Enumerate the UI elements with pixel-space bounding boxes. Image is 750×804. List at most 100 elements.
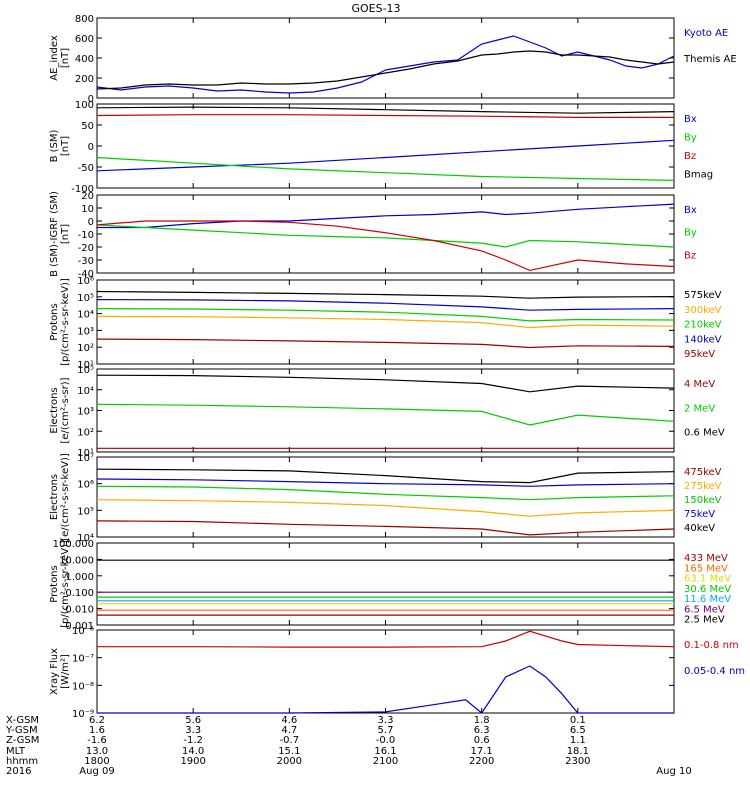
- y-tick-label: 10⁵: [77, 365, 94, 376]
- ephemeris-value: 3.3: [378, 715, 394, 726]
- y-tick-label: 10¹: [77, 448, 94, 459]
- y-tick-label: 10⁴: [77, 310, 94, 321]
- series-line-bx: [97, 203, 675, 229]
- legend-label: 275keV: [684, 481, 722, 492]
- series-line-0-6-mev: [96, 374, 675, 393]
- y-tick-label: 10²: [77, 343, 94, 354]
- legend-label: Bz: [684, 151, 696, 162]
- y-tick-label: 10⁷: [77, 453, 94, 464]
- ephemeris-value: 6.2: [89, 715, 105, 726]
- series-line-bz: [96, 220, 675, 272]
- y-axis-label: AE_index[nT]: [49, 35, 71, 81]
- y-axis-label: Electrons[e/(cm²-s-sr-keV)]: [49, 453, 71, 541]
- ephemeris-value: 13.0: [86, 746, 108, 757]
- series-line-150kev: [96, 485, 675, 501]
- y-tick-label: -100: [71, 184, 94, 195]
- ephemeris-value: 2300: [565, 756, 590, 767]
- panel-frame: [96, 368, 675, 453]
- legend-label: Bx: [684, 114, 697, 125]
- y-tick-label: 10⁻⁹: [72, 709, 94, 720]
- y-axis-label: B (SM)[nT]: [49, 129, 71, 162]
- series-line-by: [96, 224, 675, 248]
- panel-frame: [96, 542, 675, 626]
- panel-4: 10¹ 10² 10³ 10⁴ 10⁵ 10⁶ Protons[p/(cm²-s-sr-ke…: [49, 276, 722, 371]
- ephemeris-value: 0.1: [570, 715, 586, 726]
- series-line-themis-ae: [96, 50, 675, 90]
- legend-label: 165 MeV: [684, 563, 728, 574]
- panel-7: 0.001 0.010 0.100 1.000 10.000 100.000Protons…: [49, 539, 731, 632]
- legend-label: 210keV: [684, 320, 722, 331]
- y-tick-label: 600: [75, 34, 94, 45]
- series-line-75kev: [96, 478, 675, 487]
- y-tick-label: 10⁶: [77, 480, 94, 491]
- y-axis-label: Protons[p/(cm²-s-sr-keV)]: [49, 540, 71, 628]
- ephemeris-value: 18.1: [567, 746, 589, 757]
- legend-label: 140keV: [684, 334, 722, 345]
- ephemeris-value: 6.3: [474, 725, 490, 736]
- ephemeris-value: 2100: [373, 756, 398, 767]
- legend-label: 150keV: [684, 495, 722, 506]
- chart-title: GOES-13: [351, 2, 400, 15]
- ephemeris-value: 15.1: [278, 746, 300, 757]
- legend-label: 6.5 MeV: [684, 604, 725, 615]
- ephemeris-value: 3.3: [185, 725, 201, 736]
- legend-label: 11.6 MeV: [684, 594, 731, 605]
- panel-5: 10¹ 10² 10³ 10⁴ 10⁵ Electrons[e/(cm²-s-sr)] 4 …: [49, 365, 725, 459]
- y-tick-label: 10.000: [59, 555, 94, 566]
- legend-label: Bx: [684, 205, 697, 216]
- y-tick-label: 0: [88, 217, 94, 228]
- legend-label: 2.5 MeV: [684, 615, 725, 626]
- legend-label: 30.6 MeV: [684, 584, 731, 595]
- legend-label: 300keV: [684, 305, 722, 316]
- panel-frame: [96, 17, 675, 99]
- ephemeris-label: X-GSM: [6, 715, 39, 726]
- ephemeris-value: 14.0: [182, 746, 204, 757]
- y-tick-label: 10³: [77, 407, 94, 418]
- ephemeris-label: Y-GSM: [5, 725, 38, 736]
- legend-label: Themis AE: [683, 54, 737, 65]
- y-tick-label: 10⁴: [77, 386, 94, 397]
- ephemeris-label: MLT: [6, 746, 26, 757]
- legend-label: Bz: [684, 250, 696, 261]
- panel-1: 0 200 400 600 800 AE_index[nT] Kyoto AE Themis …: [49, 14, 737, 105]
- y-tick-label: 100: [75, 100, 94, 111]
- panel-frame: [96, 629, 675, 714]
- legend-label: 0.05-0.4 nm: [684, 666, 745, 677]
- ephemeris-value: 5.7: [378, 725, 394, 736]
- series-line-kyoto-ae: [96, 35, 675, 94]
- panel-2: -100 -50 0 50 100 B (SM)[nT] Bx By Bz Bmag: [49, 100, 713, 195]
- ephemeris-label: 2016: [6, 766, 31, 777]
- ephemeris-value: 17.1: [471, 746, 493, 757]
- y-tick-label: 50: [81, 121, 94, 132]
- y-tick-label: 10⁵: [77, 293, 94, 304]
- y-tick-label: 0.001: [65, 621, 94, 632]
- series-line-475kev: [96, 520, 675, 536]
- ephemeris-value: 2200: [469, 756, 494, 767]
- legend-label: Kyoto AE: [684, 28, 728, 39]
- ephemeris-value: 0.6: [474, 735, 490, 746]
- ephemeris-value: 16.1: [374, 746, 396, 757]
- legend-label: 433 MeV: [684, 553, 728, 564]
- y-tick-label: 10⁵: [77, 506, 94, 517]
- y-tick-label: -20: [78, 243, 94, 254]
- series-line-0-1-0-8-nm: [97, 630, 675, 648]
- series-line-575kev: [96, 290, 675, 299]
- ephemeris-value: 1.6: [89, 725, 105, 736]
- y-tick-label: 0.100: [65, 588, 94, 599]
- y-tick-label: 10³: [77, 326, 94, 337]
- y-tick-label: 100.000: [53, 539, 94, 550]
- y-tick-label: 10⁻⁶: [72, 626, 94, 637]
- y-tick-label: 10⁻⁷: [72, 654, 94, 665]
- y-axis-label: Electrons[e/(cm²-s-sr)]: [49, 377, 71, 443]
- ephemeris-value: 4.7: [281, 725, 297, 736]
- series-line-40kev: [96, 468, 675, 484]
- series-line-bz: [96, 114, 674, 119]
- date-end: Aug 10: [656, 766, 691, 777]
- series-line-210kev: [96, 308, 675, 322]
- y-tick-label: 10²: [77, 427, 94, 438]
- legend-label: 40keV: [684, 523, 715, 534]
- legend-label: 63.1 MeV: [684, 574, 731, 585]
- panel-3: -40 -30 -20 -10 0 10 20 B (SM)-IGRF (SM)[nT] Bx B…: [49, 191, 697, 280]
